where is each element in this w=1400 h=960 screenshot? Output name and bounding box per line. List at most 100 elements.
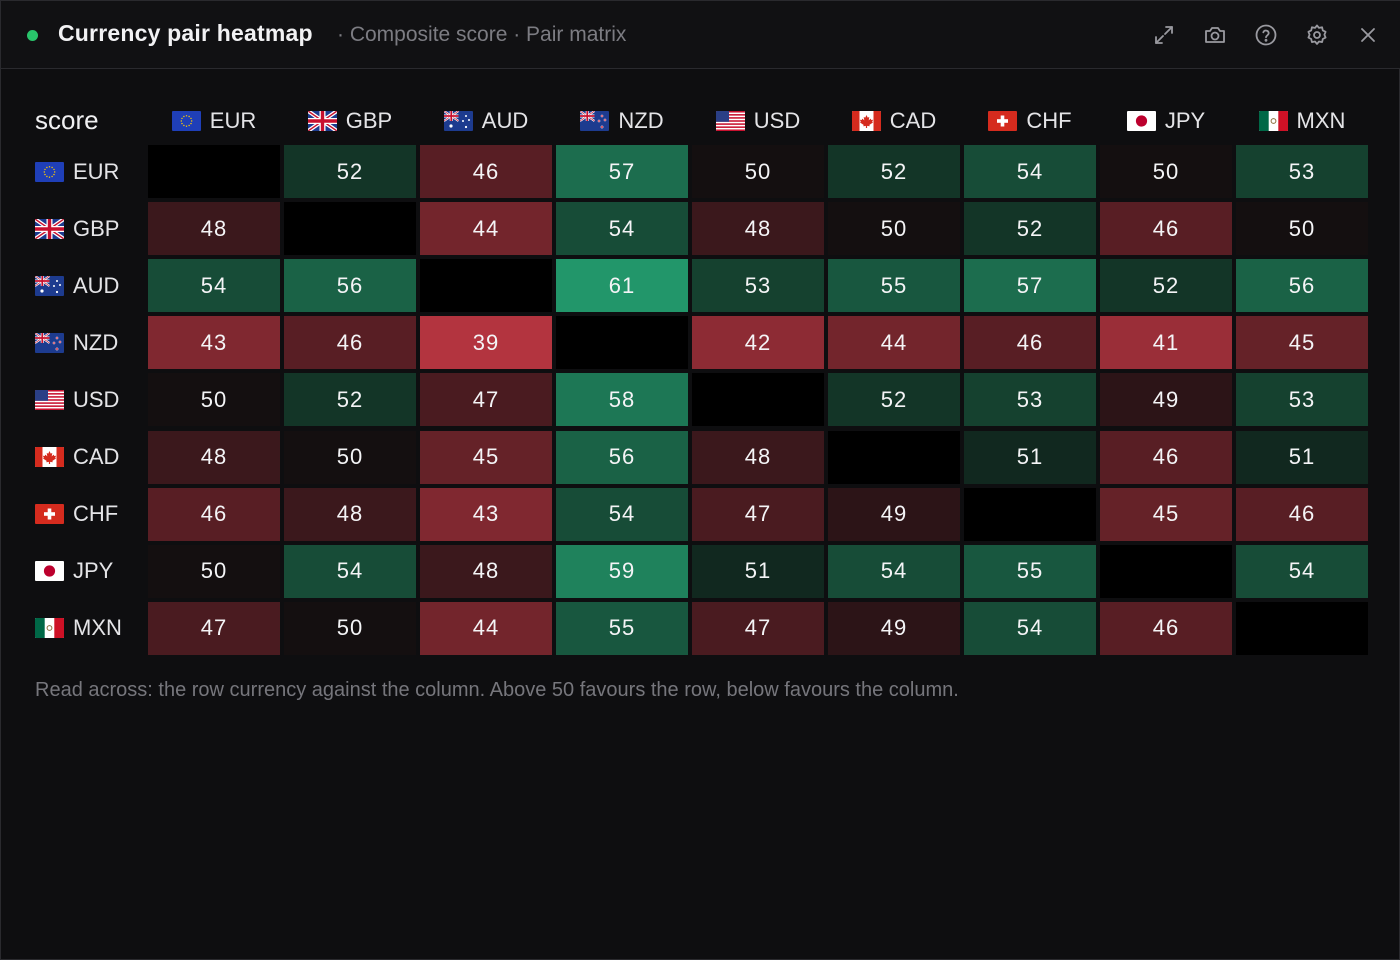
ca-flag-icon	[851, 111, 881, 131]
heatmap-cell-mxn-cad[interactable]: 49	[828, 601, 960, 655]
heatmap-cell-usd-chf[interactable]: 53	[964, 373, 1096, 427]
heatmap-cell-mxn-gbp[interactable]: 50	[284, 601, 416, 655]
close-icon[interactable]	[1354, 21, 1382, 49]
heatmap-cell-gbp-gbp[interactable]	[284, 202, 416, 256]
heatmap-cell-aud-eur[interactable]: 54	[148, 259, 280, 313]
heatmap-cell-nzd-eur[interactable]: 43	[148, 316, 280, 370]
ch-flag-icon	[988, 111, 1018, 131]
heatmap-cell-aud-aud[interactable]	[420, 259, 552, 313]
heatmap-cell-usd-cad[interactable]: 52	[828, 373, 960, 427]
camera-icon[interactable]	[1201, 21, 1229, 49]
heatmap-cell-jpy-eur[interactable]: 50	[148, 544, 280, 598]
heatmap-cell-eur-mxn[interactable]: 53	[1236, 145, 1368, 198]
heatmap-cell-chf-chf[interactable]	[964, 487, 1096, 541]
heatmap-cell-jpy-gbp[interactable]: 54	[284, 544, 416, 598]
heatmap-cell-mxn-chf[interactable]: 54	[964, 601, 1096, 655]
heatmap-cell-jpy-usd[interactable]: 51	[692, 544, 824, 598]
heatmap-cell-usd-usd[interactable]	[692, 373, 824, 427]
heatmap-cell-usd-nzd[interactable]: 58	[556, 373, 688, 427]
heatmap-cell-aud-mxn[interactable]: 56	[1236, 259, 1368, 313]
heatmap-cell-mxn-aud[interactable]: 44	[420, 601, 552, 655]
heatmap-cell-eur-nzd[interactable]: 57	[556, 145, 688, 198]
heatmap-cell-eur-gbp[interactable]: 52	[284, 145, 416, 198]
heatmap-cell-cad-aud[interactable]: 45	[420, 430, 552, 484]
heatmap-cell-cad-chf[interactable]: 51	[964, 430, 1096, 484]
heatmap-cell-chf-gbp[interactable]: 48	[284, 487, 416, 541]
heatmap-cell-cad-gbp[interactable]: 50	[284, 430, 416, 484]
column-header-chf: CHF	[964, 107, 1096, 135]
heatmap-cell-aud-nzd[interactable]: 61	[556, 259, 688, 313]
heatmap-cell-aud-gbp[interactable]: 56	[284, 259, 416, 313]
heatmap-cell-chf-aud[interactable]: 43	[420, 487, 552, 541]
heatmap-cell-mxn-mxn[interactable]	[1236, 601, 1368, 655]
heatmap-cell-gbp-cad[interactable]: 50	[828, 202, 960, 256]
heatmap-cell-cad-jpy[interactable]: 46	[1100, 430, 1232, 484]
heatmap-cell-eur-cad[interactable]: 52	[828, 145, 960, 198]
column-header-label: AUD	[481, 108, 529, 133]
heatmap-cell-eur-jpy[interactable]: 50	[1100, 145, 1232, 198]
column-header-label: USD	[753, 108, 801, 133]
column-header-gbp: GBP	[284, 107, 416, 135]
row-header-label: NZD	[73, 329, 119, 355]
heatmap-cell-gbp-mxn[interactable]: 50	[1236, 202, 1368, 256]
row-header-gbp: GBP	[35, 215, 119, 243]
heatmap-cell-aud-cad[interactable]: 55	[828, 259, 960, 313]
heatmap-cell-gbp-eur[interactable]: 48	[148, 202, 280, 256]
heatmap-cell-cad-usd[interactable]: 48	[692, 430, 824, 484]
heatmap-cell-jpy-jpy[interactable]	[1100, 544, 1232, 598]
row-header-aud: AUD	[35, 272, 119, 300]
heatmap-cell-gbp-aud[interactable]: 44	[420, 202, 552, 256]
heatmap-cell-eur-usd[interactable]: 50	[692, 145, 824, 198]
column-header-label: CHF	[1026, 108, 1072, 133]
heatmap-cell-gbp-usd[interactable]: 48	[692, 202, 824, 256]
heatmap-cell-nzd-nzd[interactable]	[556, 316, 688, 370]
heatmap-cell-aud-chf[interactable]: 57	[964, 259, 1096, 313]
heatmap-cell-nzd-gbp[interactable]: 46	[284, 316, 416, 370]
heatmap-cell-chf-usd[interactable]: 47	[692, 487, 824, 541]
heatmap-cell-chf-eur[interactable]: 46	[148, 487, 280, 541]
heatmap-cell-mxn-usd[interactable]: 47	[692, 601, 824, 655]
heatmap-cell-usd-mxn[interactable]: 53	[1236, 373, 1368, 427]
heatmap-cell-usd-jpy[interactable]: 49	[1100, 373, 1232, 427]
heatmap-cell-chf-cad[interactable]: 49	[828, 487, 960, 541]
gear-icon[interactable]	[1303, 21, 1331, 49]
heatmap-cell-aud-jpy[interactable]: 52	[1100, 259, 1232, 313]
heatmap-cell-jpy-mxn[interactable]: 54	[1236, 544, 1368, 598]
heatmap-cell-aud-usd[interactable]: 53	[692, 259, 824, 313]
heatmap-cell-gbp-chf[interactable]: 52	[964, 202, 1096, 256]
heatmap-cell-cad-cad[interactable]	[828, 430, 960, 484]
nz-flag-icon	[35, 332, 64, 353]
heatmap-cell-usd-eur[interactable]: 50	[148, 373, 280, 427]
heatmap-cell-eur-chf[interactable]: 54	[964, 145, 1096, 198]
heatmap-cell-nzd-jpy[interactable]: 41	[1100, 316, 1232, 370]
heatmap-cell-usd-aud[interactable]: 47	[420, 373, 552, 427]
heatmap-cell-nzd-mxn[interactable]: 45	[1236, 316, 1368, 370]
heatmap-cell-chf-jpy[interactable]: 45	[1100, 487, 1232, 541]
heatmap-cell-cad-eur[interactable]: 48	[148, 430, 280, 484]
heatmap-cell-mxn-nzd[interactable]: 55	[556, 601, 688, 655]
heatmap-cell-nzd-cad[interactable]: 44	[828, 316, 960, 370]
heatmap-cell-mxn-jpy[interactable]: 46	[1100, 601, 1232, 655]
heatmap-cell-cad-mxn[interactable]: 51	[1236, 430, 1368, 484]
heatmap-cell-gbp-jpy[interactable]: 46	[1100, 202, 1232, 256]
eu-flag-icon	[35, 161, 64, 182]
heatmap-cell-usd-gbp[interactable]: 52	[284, 373, 416, 427]
heatmap-cell-chf-nzd[interactable]: 54	[556, 487, 688, 541]
heatmap-cell-eur-eur[interactable]	[148, 145, 280, 198]
heatmap-cell-gbp-nzd[interactable]: 54	[556, 202, 688, 256]
heatmap-cell-jpy-aud[interactable]: 48	[420, 544, 552, 598]
heatmap-cell-mxn-eur[interactable]: 47	[148, 601, 280, 655]
expand-icon[interactable]	[1150, 21, 1178, 49]
row-header-label: EUR	[73, 158, 120, 184]
heatmap-cell-nzd-aud[interactable]: 39	[420, 316, 552, 370]
heatmap-cell-nzd-usd[interactable]: 42	[692, 316, 824, 370]
heatmap-cell-cad-nzd[interactable]: 56	[556, 430, 688, 484]
heatmap-cell-jpy-cad[interactable]: 54	[828, 544, 960, 598]
heatmap-cell-eur-aud[interactable]: 46	[420, 145, 552, 198]
heatmap-cell-jpy-chf[interactable]: 55	[964, 544, 1096, 598]
heatmap-cell-nzd-chf[interactable]: 46	[964, 316, 1096, 370]
window-title: Currency pair heatmap	[58, 20, 313, 46]
heatmap-cell-jpy-nzd[interactable]: 59	[556, 544, 688, 598]
help-icon[interactable]	[1252, 21, 1280, 49]
heatmap-cell-chf-mxn[interactable]: 46	[1236, 487, 1368, 541]
